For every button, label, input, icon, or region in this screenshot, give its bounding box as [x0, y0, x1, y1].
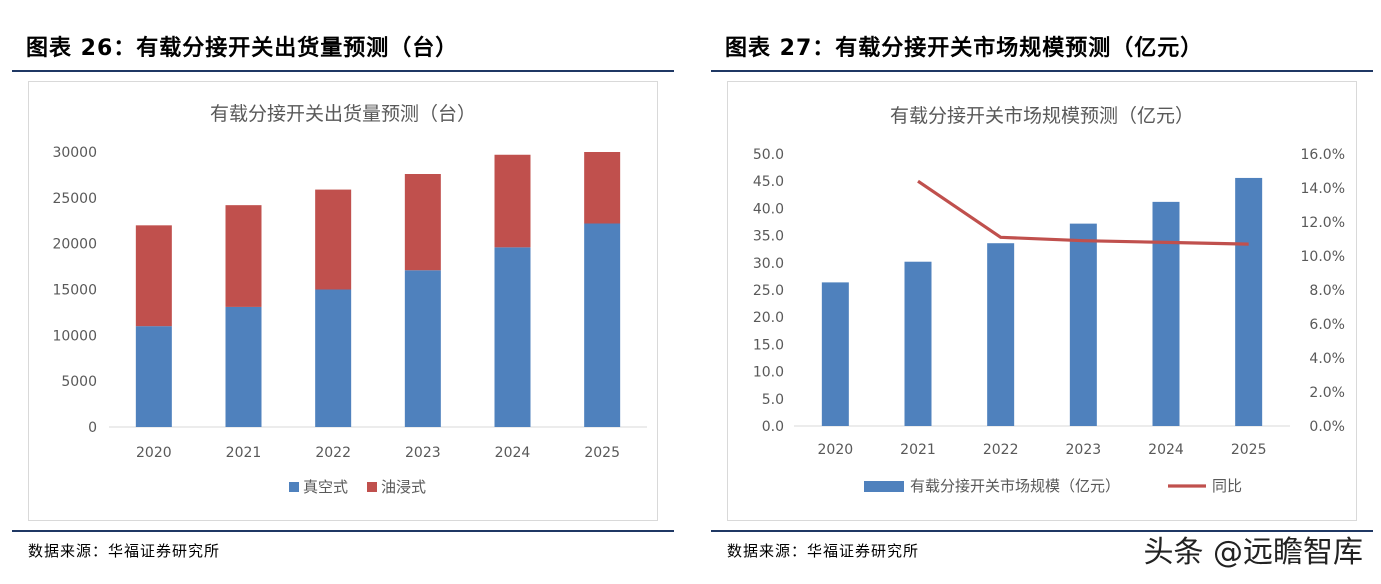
- legend-label-1: 油浸式: [381, 478, 426, 496]
- bar-vacuum-2022: [315, 289, 352, 427]
- x-tick-label: 2020: [818, 442, 854, 458]
- bar-oil-2020: [135, 225, 172, 327]
- legend-swatch-0: [289, 482, 299, 492]
- figure-title: 图表 26：有载分接开关出货量预测（台）: [26, 36, 459, 61]
- x-tick-label: 2025: [584, 445, 620, 461]
- shipment-chart: 有载分接开关出货量预测（台） 0 5000 10000 15000 20000 25000 3…: [52, 103, 647, 496]
- bar-oil-2022: [315, 189, 352, 290]
- y-left-tick-label: 45.0: [753, 174, 784, 190]
- x-tick-label: 2020: [136, 445, 172, 461]
- x-tick-label: 2024: [1148, 442, 1184, 458]
- y-right-tick-label: 10.0%: [1301, 249, 1345, 265]
- market-chart-box: 有载分接开关市场规模预测（亿元） 0.0 5.0 10.0 15.0 20.0 25.0 30…: [727, 81, 1357, 521]
- market-chart: 有载分接开关市场规模预测（亿元） 0.0 5.0 10.0 15.0 20.0 25.0 30…: [753, 105, 1345, 495]
- title-rule: [12, 70, 674, 72]
- y-right-tick-label: 0.0%: [1309, 419, 1345, 435]
- bar-oil-2025: [584, 152, 621, 224]
- bar-oil-2021: [225, 205, 262, 307]
- legend-swatch-1: [367, 482, 377, 492]
- y-tick-label: 10000: [52, 328, 97, 344]
- watermark: 头条 @远瞻智库: [1143, 535, 1363, 570]
- bar-vacuum-2025: [584, 223, 621, 427]
- y-tick-label: 0: [88, 420, 97, 436]
- y-right-tick-label: 6.0%: [1309, 317, 1345, 333]
- x-tick-label: 2023: [405, 445, 441, 461]
- bar-market-size-2022: [987, 243, 1015, 426]
- bar-market-size-2020: [821, 282, 849, 426]
- y-right-tick-label: 8.0%: [1309, 283, 1345, 299]
- x-tick-label: 2021: [900, 442, 936, 458]
- y-left-tick-label: 15.0: [753, 337, 784, 353]
- bar-market-size-2025: [1235, 177, 1263, 426]
- y-left-tick-label: 20.0: [753, 310, 784, 326]
- y-left-tick-label: 35.0: [753, 229, 784, 245]
- y-tick-label: 5000: [61, 374, 97, 390]
- x-tick-label: 2025: [1231, 442, 1267, 458]
- legend-label-line: 同比: [1212, 477, 1242, 495]
- line-yoy: [917, 179, 1249, 246]
- source-note: 数据来源：华福证券研究所: [727, 542, 920, 560]
- source-rule: [711, 530, 1373, 532]
- x-tick-label: 2021: [226, 445, 262, 461]
- bar-market-size-2024: [1152, 201, 1180, 426]
- bar-vacuum-2024: [494, 247, 531, 427]
- y-tick-label: 15000: [52, 283, 97, 299]
- y-tick-label: 30000: [52, 145, 97, 161]
- y-left-tick-label: 50.0: [753, 147, 784, 163]
- title-rule: [711, 70, 1373, 72]
- y-left-tick-label: 25.0: [753, 283, 784, 299]
- legend-label-0: 真空式: [303, 478, 348, 496]
- shipment-chart-box: 有载分接开关出货量预测（台） 0 5000 10000 15000 20000 25000 3…: [28, 81, 658, 521]
- legend-label-bar: 有载分接开关市场规模（亿元）: [910, 477, 1120, 495]
- y-right-tick-label: 2.0%: [1309, 385, 1345, 401]
- y-left-tick-label: 0.0: [762, 419, 784, 435]
- chart-title: 有载分接开关出货量预测（台）: [210, 103, 476, 125]
- y-left-tick-label: 30.0: [753, 256, 784, 272]
- source-note: 数据来源：华福证券研究所: [28, 542, 221, 560]
- bar-oil-2023: [404, 174, 441, 271]
- y-right-tick-label: 12.0%: [1301, 215, 1345, 231]
- y-right-tick-label: 16.0%: [1301, 147, 1345, 163]
- y-left-tick-label: 5.0: [762, 392, 784, 408]
- y-tick-label: 20000: [52, 237, 97, 253]
- y-left-tick-label: 10.0: [753, 365, 784, 381]
- y-tick-label: 25000: [52, 191, 97, 207]
- y-left-tick-label: 40.0: [753, 201, 784, 217]
- source-rule: [12, 530, 674, 532]
- x-tick-label: 2022: [315, 445, 351, 461]
- y-right-tick-label: 14.0%: [1301, 181, 1345, 197]
- x-tick-label: 2023: [1066, 442, 1102, 458]
- bar-vacuum-2021: [225, 306, 262, 427]
- legend-swatch-bar: [864, 481, 904, 492]
- figure-title: 图表 27：有载分接开关市场规模预测（亿元）: [725, 36, 1204, 61]
- bar-market-size-2023: [1069, 223, 1097, 426]
- y-right-tick-label: 4.0%: [1309, 351, 1345, 367]
- x-tick-label: 2024: [495, 445, 531, 461]
- bar-vacuum-2023: [404, 270, 441, 427]
- x-tick-label: 2022: [983, 442, 1019, 458]
- bar-market-size-2021: [904, 261, 932, 426]
- bar-vacuum-2020: [135, 326, 172, 427]
- chart-title: 有载分接开关市场规模预测（亿元）: [890, 105, 1194, 127]
- bar-oil-2024: [494, 154, 531, 248]
